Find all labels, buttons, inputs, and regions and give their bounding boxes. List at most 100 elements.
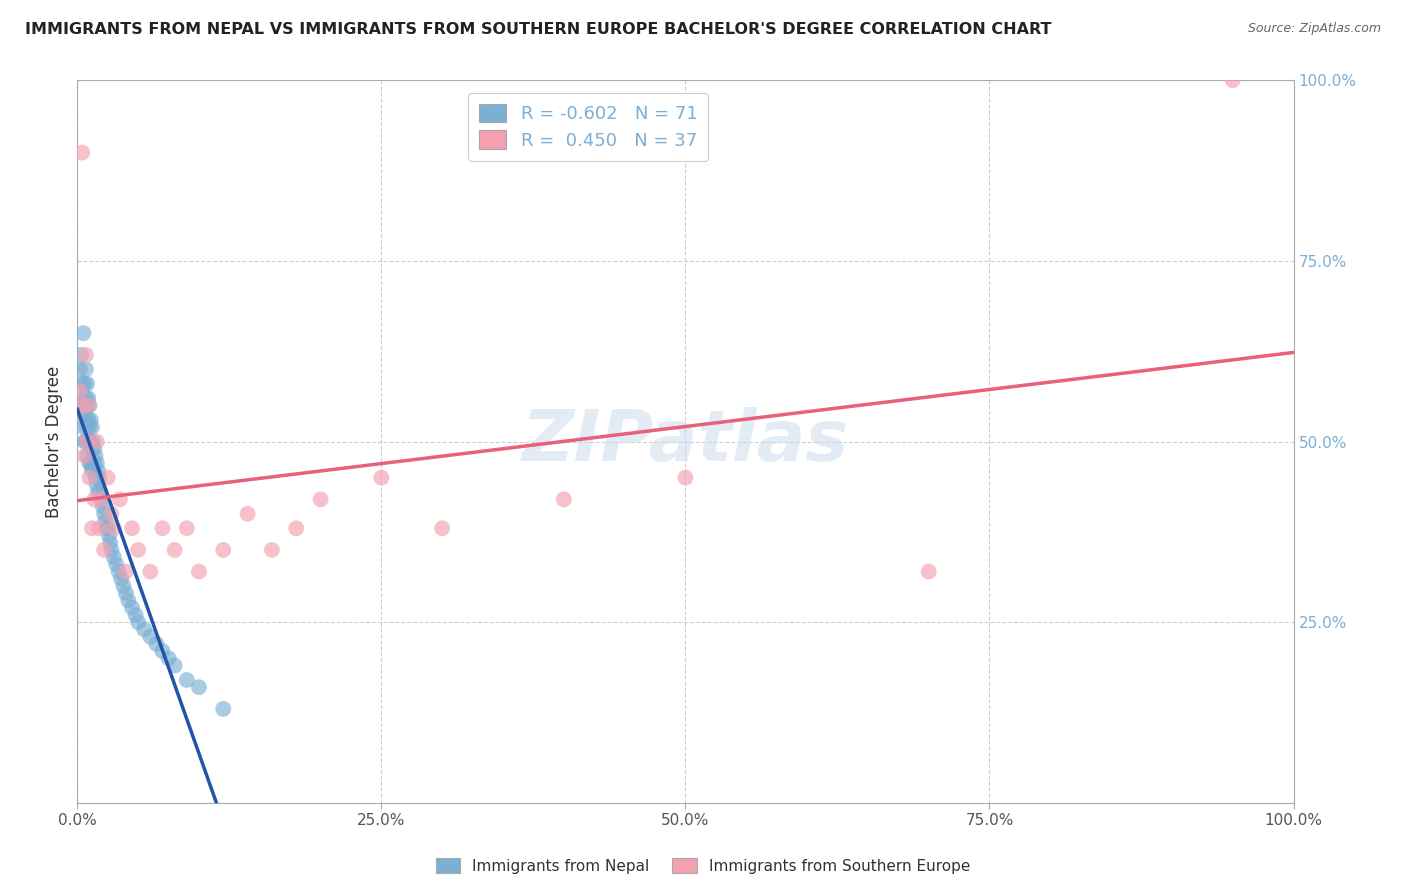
Point: [1222, 73, 1244, 87]
Point: [152, 521, 174, 535]
Point: [163, 658, 186, 673]
Point: [84, 470, 107, 484]
Text: Source: ZipAtlas.com: Source: ZipAtlas.com: [1247, 22, 1381, 36]
Point: [76, 449, 98, 463]
Point: [212, 702, 235, 716]
Point: [152, 644, 174, 658]
Point: [87, 485, 110, 500]
Point: [96, 521, 118, 535]
Point: [91, 500, 114, 514]
Point: [73, 434, 96, 449]
Point: [80, 521, 103, 535]
Point: [163, 542, 186, 557]
Point: [70, 376, 93, 391]
Point: [93, 507, 115, 521]
Point: [75, 413, 97, 427]
Point: [145, 637, 167, 651]
Point: [80, 463, 103, 477]
Y-axis label: Bachelor's Degree: Bachelor's Degree: [45, 366, 63, 517]
Point: [918, 565, 941, 579]
Point: [80, 434, 103, 449]
Point: [89, 521, 111, 535]
Point: [80, 413, 103, 427]
Point: [105, 558, 128, 572]
Legend: Immigrants from Nepal, Immigrants from Southern Europe: Immigrants from Nepal, Immigrants from S…: [429, 852, 977, 880]
Point: [93, 542, 115, 557]
Point: [188, 680, 211, 694]
Point: [176, 673, 198, 687]
Point: [139, 630, 162, 644]
Point: [80, 456, 103, 470]
Point: [86, 456, 108, 470]
Point: [309, 492, 332, 507]
Point: [73, 449, 96, 463]
Point: [115, 586, 138, 600]
Point: [90, 492, 112, 507]
Point: [97, 521, 120, 535]
Point: [212, 542, 235, 557]
Point: [82, 434, 104, 449]
Point: [80, 442, 103, 456]
Point: [103, 550, 125, 565]
Point: [98, 535, 121, 549]
Point: [72, 398, 94, 412]
Point: [70, 348, 93, 362]
Point: [107, 565, 129, 579]
Point: [84, 449, 107, 463]
Point: [79, 470, 101, 484]
Point: [83, 492, 105, 507]
Point: [127, 542, 149, 557]
Point: [72, 420, 94, 434]
Point: [103, 521, 125, 535]
Point: [285, 521, 308, 535]
Point: [83, 463, 105, 477]
Point: [72, 326, 94, 340]
Point: [76, 398, 98, 412]
Legend: R = -0.602   N = 71, R =  0.450   N = 37: R = -0.602 N = 71, R = 0.450 N = 37: [468, 93, 709, 161]
Point: [117, 593, 139, 607]
Point: [76, 420, 98, 434]
Point: [97, 528, 120, 542]
Point: [87, 463, 110, 477]
Text: IMMIGRANTS FROM NEPAL VS IMMIGRANTS FROM SOUTHERN EUROPE BACHELOR'S DEGREE CORRE: IMMIGRANTS FROM NEPAL VS IMMIGRANTS FROM…: [25, 22, 1052, 37]
Point: [75, 348, 97, 362]
Point: [188, 565, 211, 579]
Point: [139, 565, 162, 579]
Point: [76, 376, 98, 391]
Point: [134, 623, 156, 637]
Point: [77, 413, 100, 427]
Point: [72, 398, 94, 412]
Point: [69, 362, 91, 376]
Point: [121, 600, 143, 615]
Point: [90, 492, 112, 507]
Point: [108, 492, 131, 507]
Point: [75, 434, 97, 449]
Point: [94, 514, 117, 528]
Point: [675, 470, 697, 484]
Point: [236, 507, 259, 521]
Point: [370, 470, 392, 484]
Point: [69, 384, 91, 398]
Point: [110, 572, 132, 586]
Point: [86, 434, 108, 449]
Point: [97, 470, 120, 484]
Point: [70, 391, 93, 405]
Point: [89, 470, 111, 484]
Point: [176, 521, 198, 535]
Point: [157, 651, 180, 665]
Point: [553, 492, 575, 507]
Point: [79, 420, 101, 434]
Point: [127, 615, 149, 630]
Point: [75, 362, 97, 376]
Point: [430, 521, 453, 535]
Point: [121, 521, 143, 535]
Point: [73, 376, 96, 391]
Point: [80, 420, 103, 434]
Point: [89, 485, 111, 500]
Point: [83, 442, 105, 456]
Text: ZIPatlas: ZIPatlas: [522, 407, 849, 476]
Point: [100, 507, 122, 521]
Point: [73, 406, 96, 420]
Point: [82, 456, 104, 470]
Point: [79, 398, 101, 412]
